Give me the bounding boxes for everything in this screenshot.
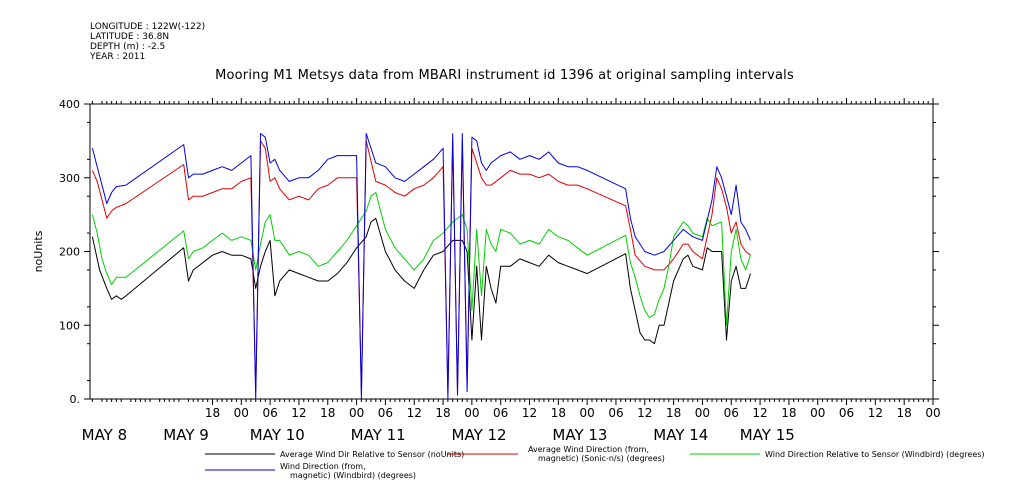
plot-border xyxy=(89,103,934,400)
x-tick-label: 18 xyxy=(320,406,335,420)
x-day-label: MAY 8 xyxy=(82,426,128,444)
longitude-label: LONGITUDE : 122W(-122) xyxy=(90,22,206,32)
depth-label: DEPTH (m) : -2.5 xyxy=(90,42,166,52)
plot-frame xyxy=(89,103,934,400)
series-line-3 xyxy=(91,192,751,326)
year-label: YEAR : 2011 xyxy=(90,52,146,62)
latitude-label: LATITUDE : 36.8N xyxy=(90,32,170,42)
x-day-label: MAY 15 xyxy=(740,426,795,444)
legend-label-1: Average Wind Dir Relative to Sensor (noU… xyxy=(280,450,464,459)
y-tick-label: 200 xyxy=(59,246,80,259)
series-line-2 xyxy=(91,140,751,393)
axis-layer: 0. 100 200 300 400 noUnits 18 00 06 12 18 00 06 12 18 0… xyxy=(32,98,941,444)
x-tick-label: 00 xyxy=(810,406,825,420)
x-tick-label: 18 xyxy=(205,406,220,420)
legend-label-2: Average Wind Direction (from, magnetic) (… xyxy=(528,445,665,463)
x-tick-label: 06 xyxy=(608,406,623,420)
x-tick-label: 12 xyxy=(522,406,537,420)
x-tick-label: 12 xyxy=(868,406,883,420)
x-tick-label: 12 xyxy=(637,406,652,420)
x-tick-label: 00 xyxy=(925,406,940,420)
x-day-label: MAY 10 xyxy=(250,426,305,444)
x-tick-label: 06 xyxy=(378,406,393,420)
x-tick-label: 18 xyxy=(781,406,796,420)
y-tick-label: 300 xyxy=(59,172,80,185)
x-day-label: MAY 9 xyxy=(163,426,209,444)
x-tick-label: 06 xyxy=(724,406,739,420)
x-tick-label: 06 xyxy=(493,406,508,420)
y-tick-label: 0. xyxy=(70,393,81,406)
x-tick-label: 00 xyxy=(695,406,710,420)
legend: Average Wind Dir Relative to Sensor (noU… xyxy=(205,445,985,480)
metadata-block: LONGITUDE : 122W(-122) LATITUDE : 36.8N … xyxy=(90,22,205,62)
series-line-4 xyxy=(91,133,751,400)
x-tick-label: 06 xyxy=(839,406,854,420)
x-day-label: MAY 12 xyxy=(452,426,507,444)
y-tick-label: 400 xyxy=(59,98,80,111)
series-layer xyxy=(91,133,751,400)
x-tick-label: 18 xyxy=(897,406,912,420)
legend-label-3: Wind Direction Relative to Sensor (Windb… xyxy=(765,450,985,459)
x-tick-label: 12 xyxy=(752,406,767,420)
x-tick-label: 12 xyxy=(291,406,306,420)
x-tick-label: 00 xyxy=(349,406,364,420)
x-day-label: MAY 11 xyxy=(351,426,406,444)
x-tick-label: 00 xyxy=(580,406,595,420)
x-tick-label: 12 xyxy=(407,406,422,420)
x-tick-label: 18 xyxy=(435,406,450,420)
series-line-1 xyxy=(91,217,751,345)
y-axis-label: noUnits xyxy=(32,230,45,272)
x-tick-label: 06 xyxy=(262,406,277,420)
legend-label-4: Wind Direction (from, magnetic) (Windbird… xyxy=(280,462,416,480)
x-tick-label: 18 xyxy=(666,406,681,420)
x-tick-label: 00 xyxy=(464,406,479,420)
x-tick-label: 18 xyxy=(551,406,566,420)
x-day-label: MAY 14 xyxy=(653,426,708,444)
x-day-label: MAY 13 xyxy=(552,426,607,444)
chart-title: Mooring M1 Metsys data from MBARI instru… xyxy=(215,68,794,83)
y-tick-label: 100 xyxy=(59,319,80,332)
x-tick-label: 00 xyxy=(234,406,249,420)
